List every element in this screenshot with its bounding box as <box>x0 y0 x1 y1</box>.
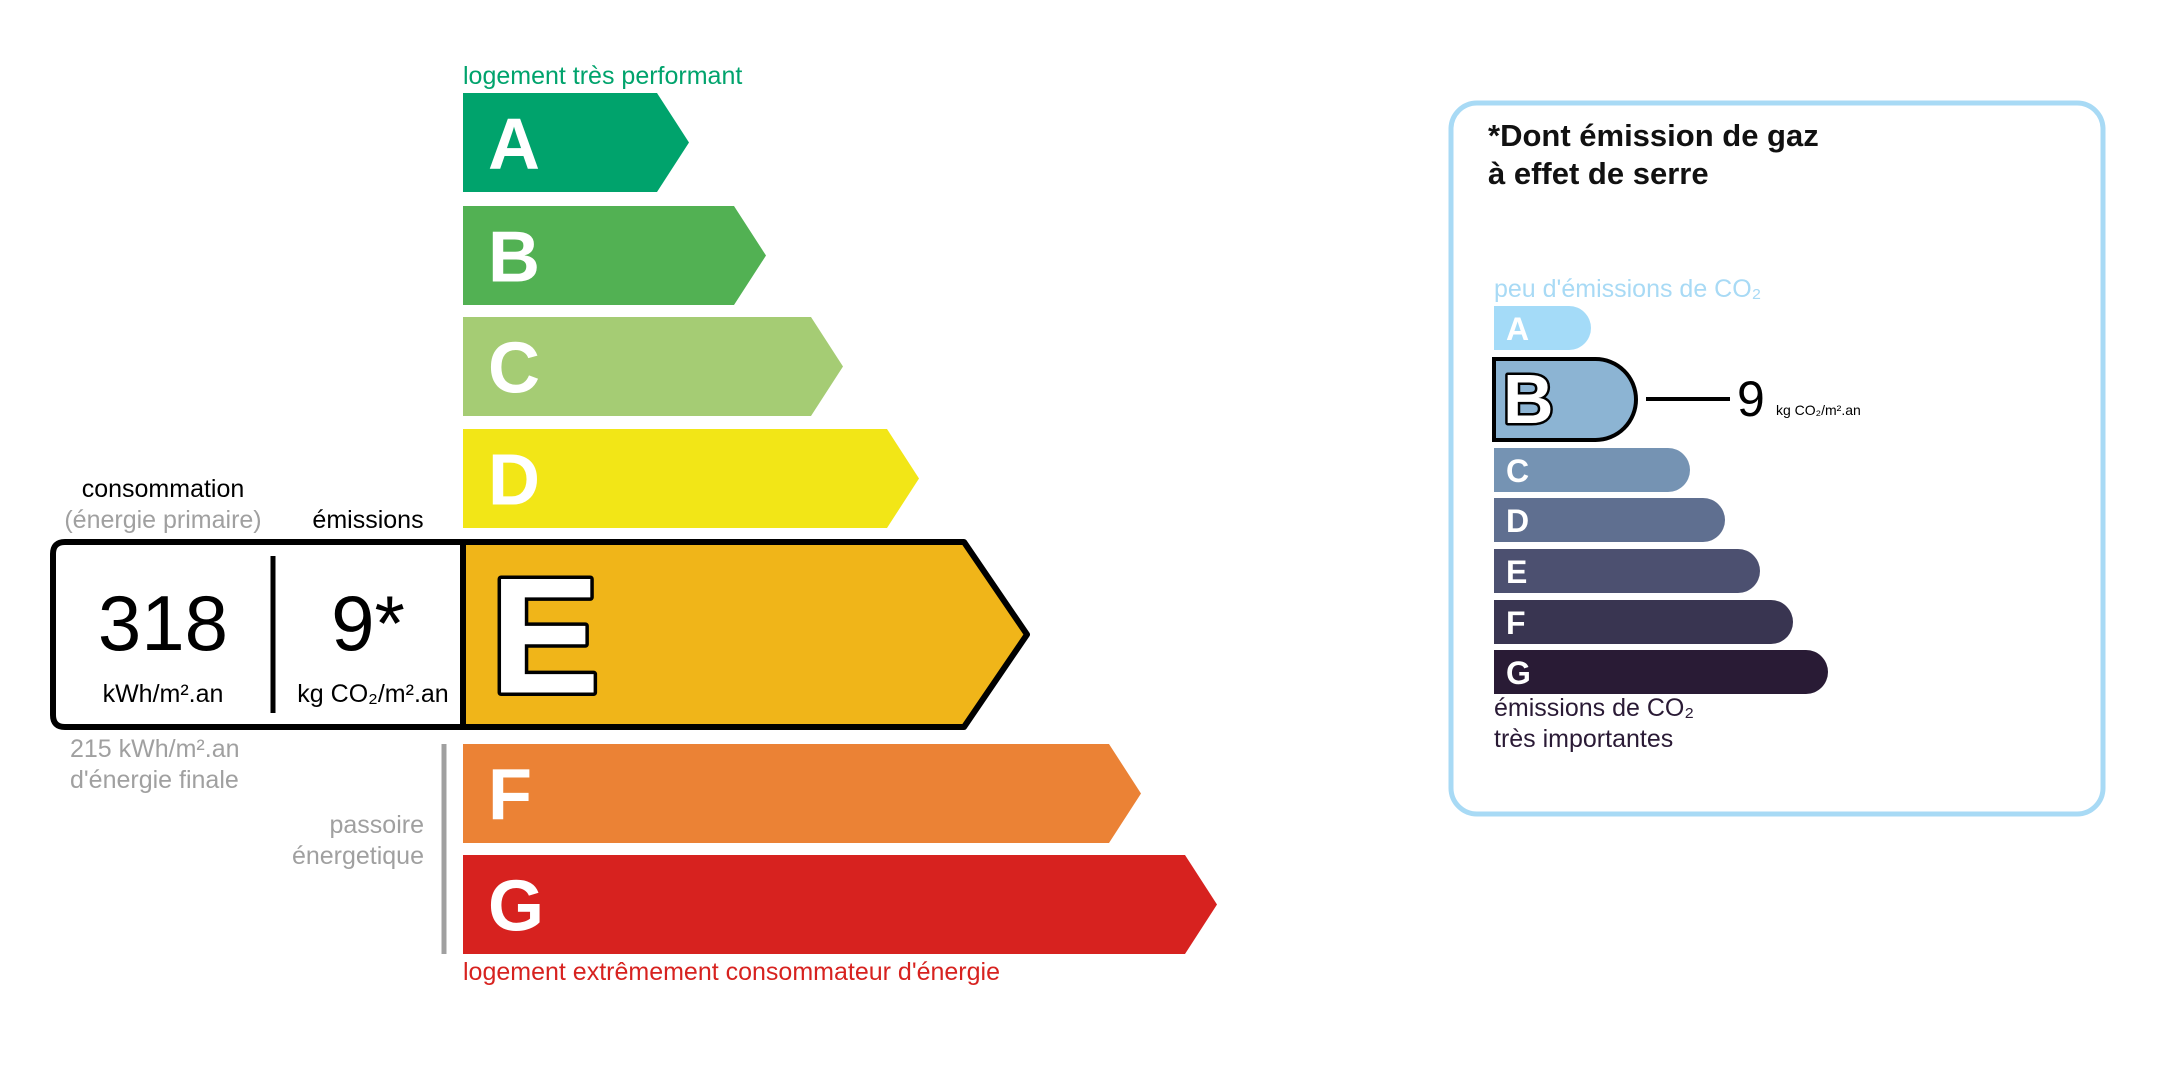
energy-letter-current: E <box>490 544 600 728</box>
final-energy-value: 215 kWh/m².an <box>70 735 240 763</box>
ghg-letter: G <box>1506 655 1531 691</box>
emissions-value: 9* <box>331 579 405 667</box>
ghg-bottom-label-2: très importantes <box>1494 725 1673 753</box>
ghg-top-label: peu d'émissions de CO₂ <box>1494 275 1761 303</box>
ghg-bar-b-current <box>1492 357 1638 442</box>
ghg-bar-f <box>1494 600 1793 644</box>
energy-letter: B <box>488 218 540 298</box>
energy-bar-a <box>463 93 689 192</box>
passoire-label-2: énergetique <box>292 842 424 870</box>
emissions-label: émissions <box>312 506 423 534</box>
ghg-bar-e <box>1494 549 1760 593</box>
energy-letter: C <box>488 329 540 409</box>
ghg-bar-c <box>1494 448 1690 492</box>
consumption-label: consommation <box>82 475 245 503</box>
ghg-title-1: *Dont émission de gaz <box>1488 118 1819 153</box>
emissions-unit: kg CO₂/m².an <box>297 680 448 708</box>
energy-bar-d <box>463 429 919 528</box>
ghg-bottom-label-1: émissions de CO₂ <box>1494 694 1694 722</box>
ghg-bar-d <box>1494 498 1725 542</box>
ghg-letter: E <box>1506 554 1527 590</box>
ghg-letter: F <box>1506 605 1526 641</box>
ghg-bar-g <box>1494 650 1828 694</box>
final-energy-label: d'énergie finale <box>70 766 239 794</box>
consumption-value: 318 <box>98 579 228 667</box>
consumption-sublabel: (énergie primaire) <box>64 506 261 534</box>
energy-top-label: logement très performant <box>463 62 742 90</box>
energy-bar-c <box>463 317 843 416</box>
consumption-unit: kWh/m².an <box>103 680 224 708</box>
ghg-unit: kg CO₂/m².an <box>1776 402 1861 418</box>
ghg-letter: D <box>1506 503 1529 539</box>
ghg-value: 9 <box>1737 371 1765 427</box>
ghg-letter-current: B <box>1503 360 1554 438</box>
energy-bar-f <box>463 744 1141 843</box>
ghg-title-2: à effet de serre <box>1488 156 1709 191</box>
energy-letter: F <box>488 756 532 836</box>
energy-bar-g <box>463 855 1217 954</box>
ghg-letter: C <box>1506 453 1529 489</box>
energy-letter: A <box>488 105 540 185</box>
ghg-letter: A <box>1506 311 1529 347</box>
energy-bar-e-current <box>460 539 1030 730</box>
energy-bottom-label: logement extrêmement consommateur d'éner… <box>463 958 1000 986</box>
current-values-box: 318 kWh/m².an 9* kg CO₂/m².an <box>98 556 449 713</box>
energy-letter: G <box>488 867 544 947</box>
energy-bar-b <box>463 206 766 305</box>
energy-letter: D <box>488 441 540 521</box>
passoire-label-1: passoire <box>330 811 425 839</box>
ghg-bar-a <box>1494 306 1591 350</box>
